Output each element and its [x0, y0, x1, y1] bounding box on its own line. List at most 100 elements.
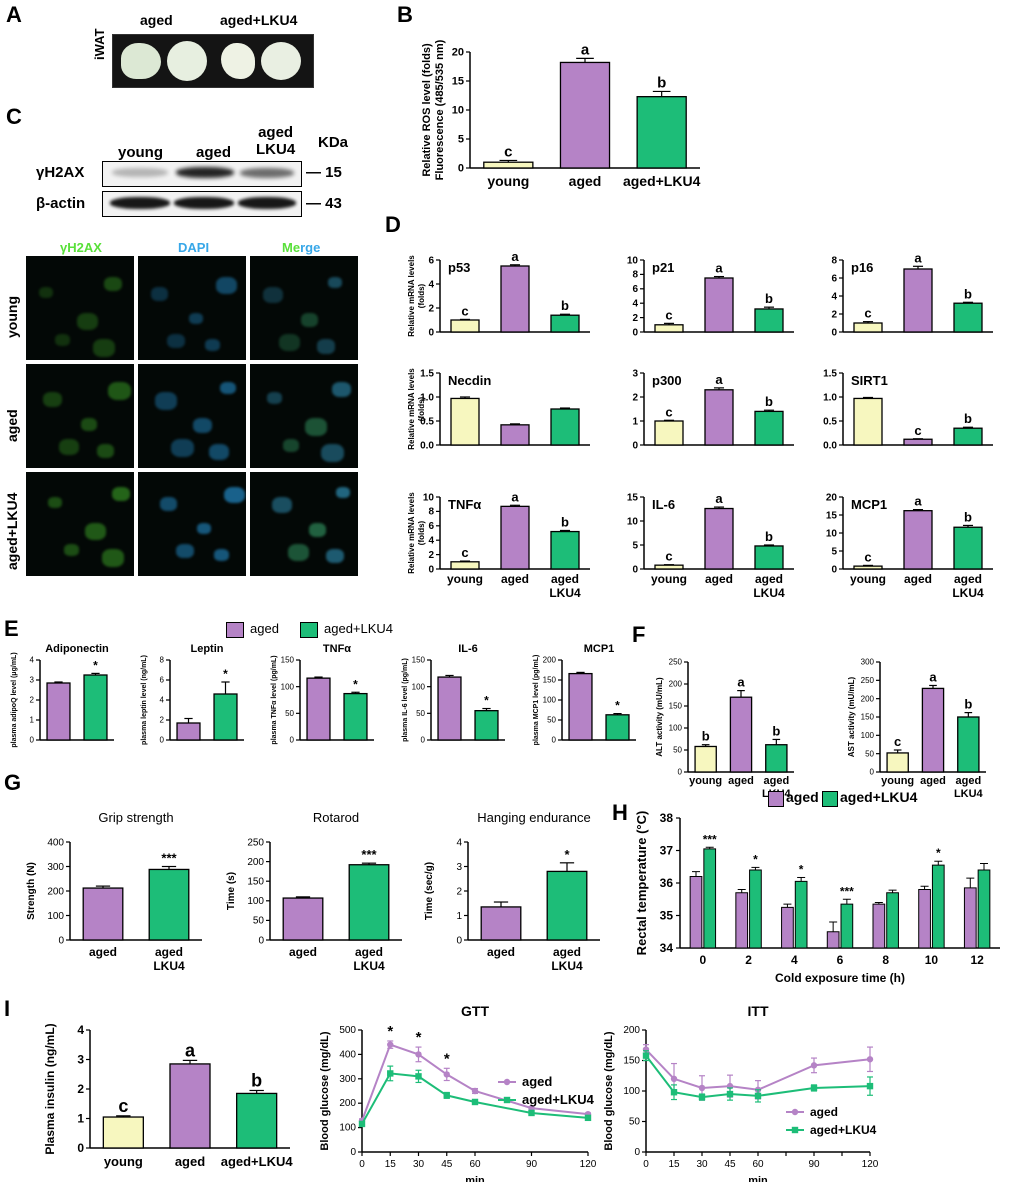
- F-ALT-ytick-label: 250: [669, 658, 683, 667]
- I-GTT-xtick-label: 30: [413, 1159, 425, 1170]
- D-p21-ytick-label: 6: [632, 284, 638, 295]
- D-IL6-xlabel-1: aged: [705, 572, 733, 586]
- cell-signal: [101, 548, 124, 567]
- D-p53-title: p53: [448, 260, 470, 275]
- D-IL6-sig-1: a: [715, 491, 723, 506]
- G-Rotarod-ytick-label: 200: [247, 857, 264, 868]
- D-p300-ytick-label: 0: [632, 440, 638, 451]
- D-p53-ytick-label: 6: [428, 255, 434, 266]
- H-ytick-label: 34: [660, 941, 674, 955]
- micrograph-aged-LKU4-2: [250, 472, 358, 576]
- I-insulin-ylabel: Plasma insulin (ng/mL): [43, 1023, 57, 1154]
- E-Leptin-sig-1: *: [223, 667, 228, 681]
- legend-h-lku4: aged+LKU4: [840, 789, 918, 805]
- H-sig-3: ***: [840, 884, 854, 898]
- cell-signal: [159, 496, 177, 511]
- F-AST-sig-2: b: [964, 697, 972, 712]
- D-p53-ytick-label: 2: [428, 303, 434, 314]
- H-ytick-label: 36: [660, 876, 674, 890]
- E-IL6-sig-1: *: [484, 694, 489, 708]
- F-AST-sig-0: c: [894, 734, 901, 749]
- G-Rotarod-sig-1: ***: [361, 847, 377, 862]
- merge-a: Me: [282, 240, 301, 255]
- I-ITT-point-1-0: [642, 1052, 650, 1059]
- I-insulin-xlabel-2: aged+LKU4: [221, 1154, 294, 1169]
- I-ITT-point-1-5: [810, 1084, 818, 1092]
- I-insulin-ytick-label: 1: [77, 1112, 84, 1126]
- E-IL6-ytick-label: 100: [412, 682, 426, 691]
- merge-b: rge: [300, 240, 321, 255]
- D-p53-sig-0: c: [461, 303, 468, 318]
- I-GTT-ytick-label: 0: [350, 1147, 356, 1158]
- F-ALT-sig-0: b: [702, 729, 710, 744]
- F-ALT-xlabel-2-line: aged: [763, 775, 789, 787]
- F-ALT-bar-2: [765, 744, 788, 773]
- D-p300-ytick-label: 2: [632, 392, 638, 403]
- D-TNFa-xlabel-2-line: aged: [551, 572, 579, 586]
- cell-signal: [220, 381, 237, 395]
- D-Necdin-bar-1: [500, 424, 530, 446]
- I-ITT-point-1-6: [866, 1082, 874, 1090]
- H-bar-0-3: [826, 931, 840, 949]
- D-p16-ytick-label: 6: [831, 273, 837, 284]
- G-Grip-ytick-label: 400: [47, 837, 64, 848]
- D-p21-ytick-label: 4: [632, 299, 638, 310]
- I-ITT-legend-marker-0: [791, 1108, 799, 1116]
- F-ALT-ylabel: ALT activity (mU/mL): [655, 677, 664, 757]
- panel-label-d: D: [385, 212, 401, 237]
- G-Hanging-title: Hanging endurance: [477, 810, 590, 825]
- F-ALT-ytick-label: 200: [669, 680, 683, 689]
- H-bar-1-3: [840, 903, 854, 949]
- I-GTT-xtick-label: 90: [526, 1159, 538, 1170]
- D-MCP1-ytick-label: 20: [826, 492, 838, 503]
- F-ALT-ytick-label: 50: [673, 746, 682, 755]
- cell-signal: [43, 392, 63, 408]
- D-p300-bar-2: [754, 410, 784, 446]
- micro-col-dapi: DAPI: [178, 240, 210, 255]
- G-Rotarod-ylabel: Time (s): [226, 872, 237, 910]
- G-Grip-bar-0: [82, 887, 124, 941]
- D-TNFa-xlabel-2: aged LKU4: [549, 572, 581, 600]
- E-MCP1-ytick-label: 150: [543, 676, 557, 685]
- cell-signal: [150, 287, 168, 301]
- B-ytick-label: 15: [452, 76, 464, 88]
- D-MCP1-sig-0: c: [864, 549, 871, 564]
- D-p21-ytick-label: 0: [632, 327, 638, 338]
- D-TNFa-sig-2: b: [561, 514, 569, 529]
- D-p16-title: p16: [851, 260, 873, 275]
- I-ITT-xtick-label: 0: [643, 1159, 649, 1170]
- D-MCP1-title: MCP1: [851, 497, 887, 512]
- D-p300-sig-0: c: [665, 404, 672, 419]
- I-insulin-bar-2: [236, 1092, 278, 1149]
- G-Rotarod-bar-0: [282, 897, 324, 941]
- cell-signal: [224, 486, 246, 504]
- E-MCP1-bar-0: [568, 672, 593, 741]
- D-TNFa-bar-0: [450, 561, 480, 570]
- E-TNFa-title: TNFα: [323, 643, 351, 655]
- I-ITT-ytick-label: 50: [629, 1117, 641, 1128]
- E-Leptin-ytick-label: 8: [160, 656, 165, 665]
- F-ALT-ytick-label: 100: [669, 724, 683, 733]
- G-Hanging-xlabel-1-line: aged: [553, 945, 581, 959]
- cell-signal: [81, 418, 98, 431]
- E-Adiponectin-sig-1: *: [93, 658, 98, 672]
- G-Hanging-ytick-label: 1: [456, 911, 462, 922]
- F-ALT-sig-1: a: [737, 675, 745, 690]
- D-IL6-bar-1: [704, 507, 734, 570]
- D-TNFa-sig-0: c: [461, 545, 468, 560]
- micrograph-aged-0: [26, 364, 134, 468]
- panel-label-e: E: [4, 616, 19, 641]
- E-IL6-ytick-label: 0: [421, 736, 426, 745]
- blot-band: [238, 197, 296, 209]
- G-Hanging-sig-1: *: [564, 847, 570, 862]
- G-Hanging-bar-1: [546, 870, 588, 941]
- D-SIRT1-bar-1: [903, 438, 933, 446]
- H-xlabel: Cold exposure time (h): [775, 971, 905, 985]
- D-p16-sig-2: b: [964, 286, 972, 301]
- E-TNFa-ytick-label: 150: [281, 656, 295, 665]
- F-ALT-bar-0: [694, 745, 717, 773]
- H-xtick-label: 2: [745, 953, 752, 967]
- D-IL6-xlabel-2-line: aged: [755, 572, 783, 586]
- F-AST-xlabel-2-line: LKU4: [954, 788, 984, 800]
- blot-name-0: γH2AX: [36, 164, 85, 181]
